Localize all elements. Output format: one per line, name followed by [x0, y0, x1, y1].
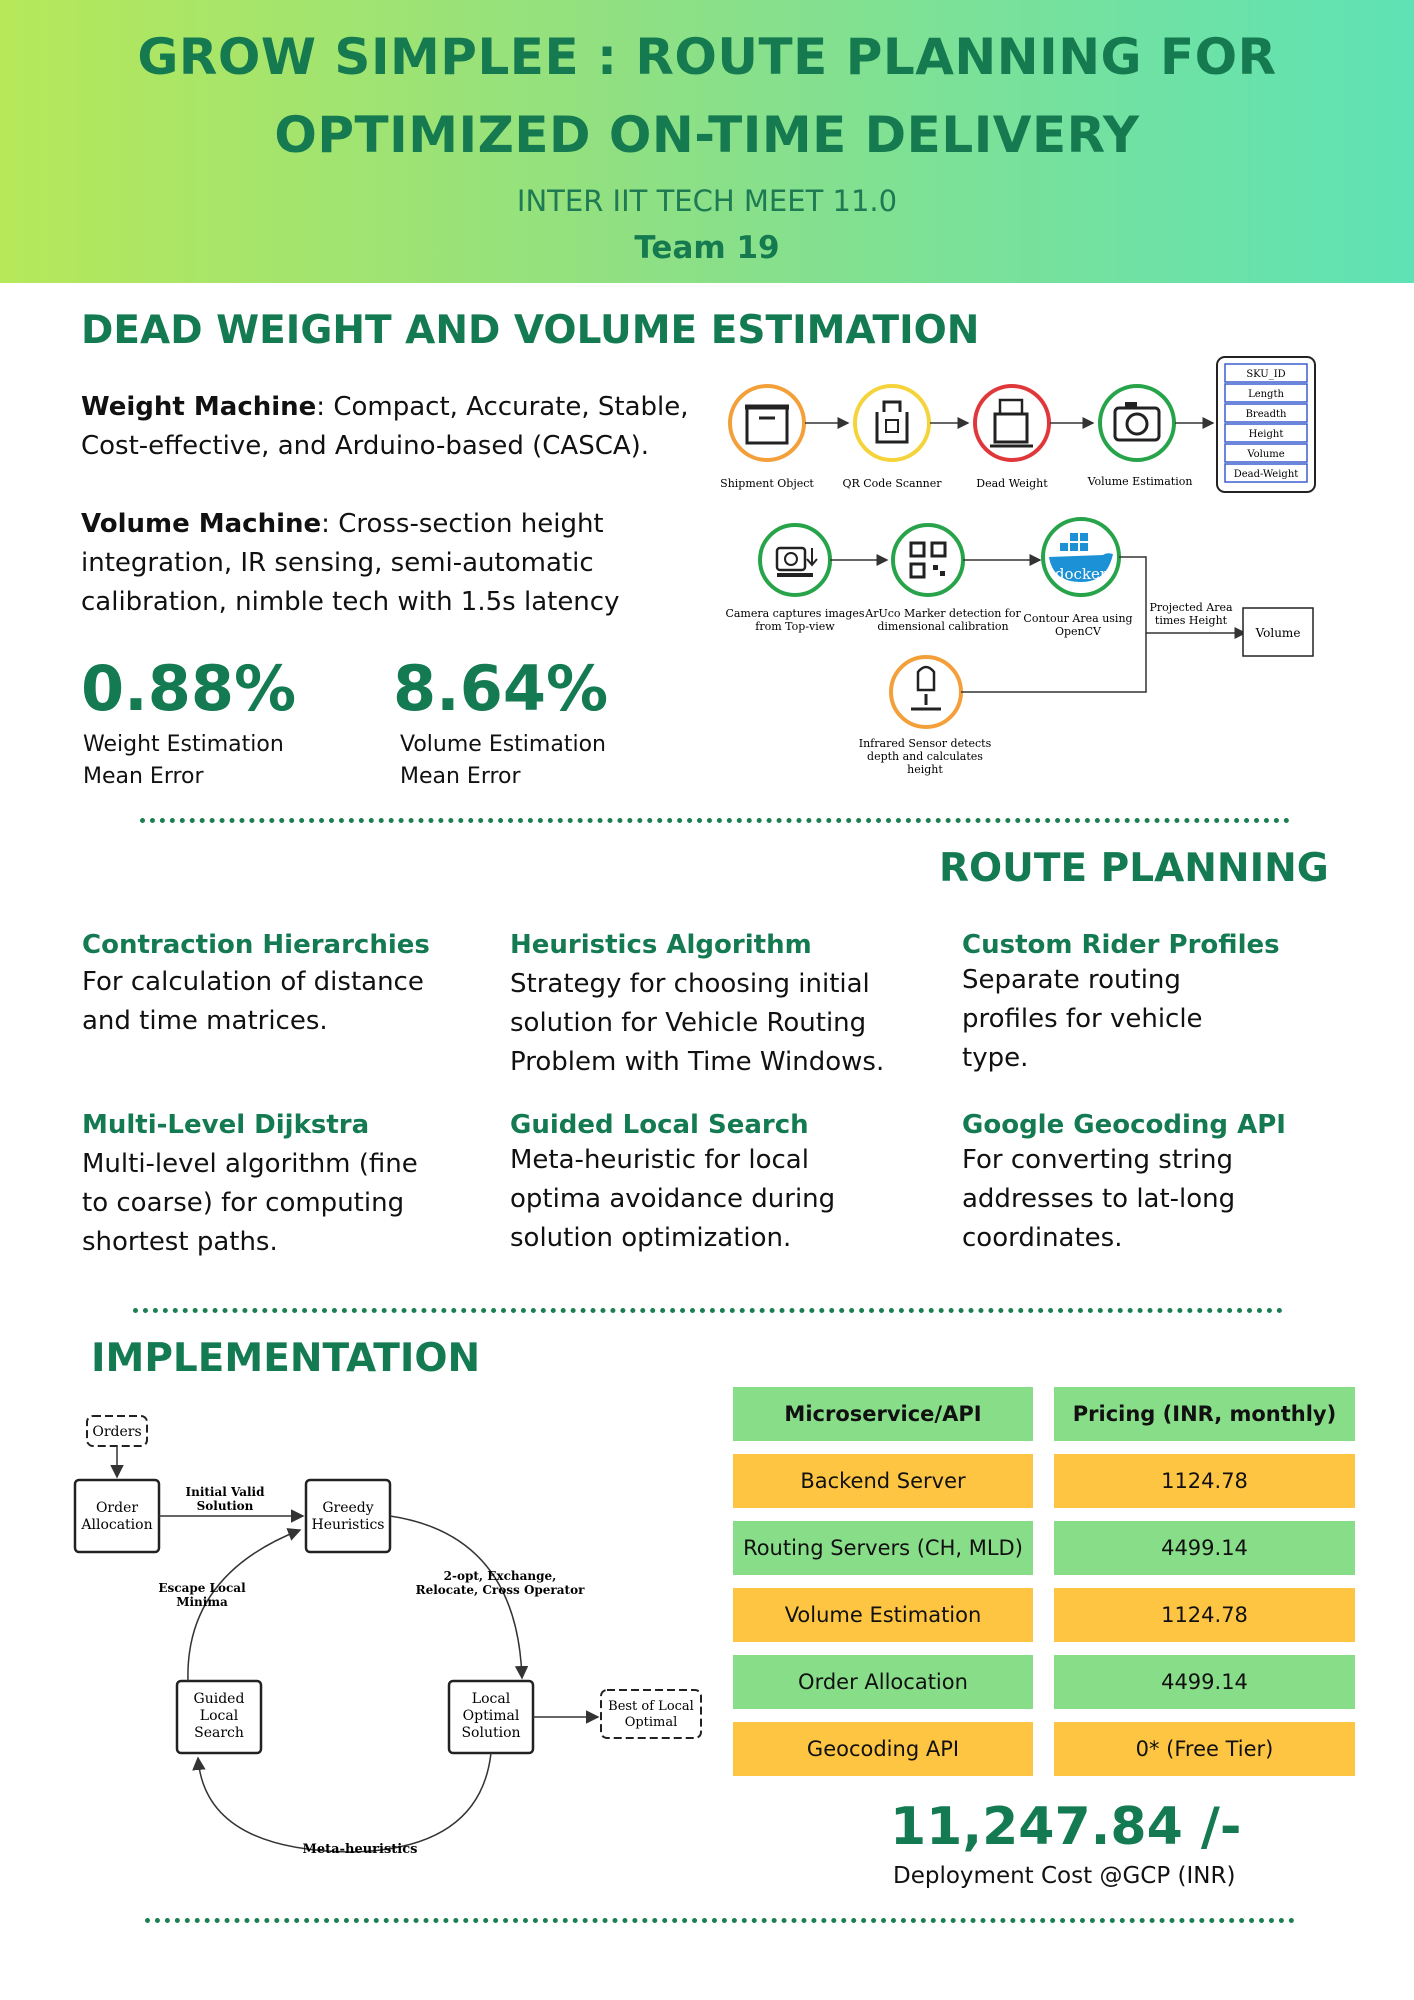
- operators-label: 2-opt, Exchange,: [444, 1569, 557, 1583]
- volume-error-label: Volume Estimation Mean Error: [400, 732, 606, 789]
- docker-text: docker: [1055, 565, 1108, 583]
- ir-caption-1: Infrared Sensor detects: [859, 737, 992, 750]
- poster-title-line1: GROW SIMPLEE : ROUTE PLANNING FOR: [137, 28, 1277, 86]
- initial-solution-label: Initial Valid: [185, 1485, 265, 1499]
- svg-text:Solution: Solution: [461, 1725, 520, 1741]
- infrared-sensor-icon: [889, 655, 963, 729]
- svg-text:Greedy: Greedy: [322, 1500, 373, 1516]
- order-allocation-node: [73, 1478, 161, 1554]
- header-banner: [0, 0, 1414, 283]
- feature-guided-local-search: Guided Local Search Meta-heuristic for l…: [510, 1110, 836, 1253]
- ir-caption-3: height: [907, 763, 943, 776]
- weighing-machine-icon: [973, 384, 1051, 462]
- contour-caption-1: Contour Area using: [1023, 612, 1132, 625]
- sku-fields: SKU_ID Length Breadth Height Volume Dead…: [1224, 363, 1308, 483]
- field-height: Height: [1249, 429, 1284, 440]
- table-cell-service: Backend Server: [733, 1454, 1033, 1508]
- section-title-dead-weight: DEAD WEIGHT AND VOLUME ESTIMATION: [81, 308, 980, 353]
- field-breadth: Breadth: [1246, 409, 1287, 420]
- qr-scanner-icon: [853, 384, 931, 462]
- pricing-table: Microservice/API Pricing (INR, monthly) …: [733, 1387, 1355, 1779]
- orders-label: Orders: [92, 1424, 141, 1440]
- qr-code-icon: [891, 523, 965, 597]
- divider-1: [140, 818, 1290, 823]
- escape-minima-label: Escape Local: [158, 1581, 246, 1595]
- table-header-pricing: Pricing (INR, monthly): [1054, 1387, 1355, 1441]
- svg-text:Order: Order: [96, 1500, 138, 1516]
- camera-caption-2: from Top-view: [755, 620, 835, 633]
- meta-heuristics-label: Meta-heuristics: [303, 1842, 418, 1857]
- feature-heuristics-algorithm: Heuristics Algorithm Strategy for choosi…: [510, 930, 885, 1077]
- svg-text:Relocate, Cross Operator: Relocate, Cross Operator: [416, 1583, 585, 1597]
- volume-machine-text: Volume Machine: Cross-section height int…: [81, 509, 620, 617]
- projected-caption-2: times Height: [1155, 614, 1228, 627]
- deployment-cost-value: 11,247.84 /-: [890, 1797, 1242, 1857]
- feature-google-geocoding-api: Google Geocoding API For converting stri…: [962, 1110, 1286, 1253]
- deployment-cost-label: Deployment Cost @GCP (INR): [893, 1863, 1236, 1889]
- aruco-caption-1: ArUco Marker detection for: [864, 607, 1021, 620]
- field-length: Length: [1248, 389, 1284, 400]
- camera-download-icon: [758, 523, 832, 597]
- contour-caption-2: OpenCV: [1055, 625, 1102, 638]
- qr-scanner-label: QR Code Scanner: [842, 477, 942, 490]
- projected-caption-1: Projected Area: [1149, 601, 1233, 614]
- svg-text:Local: Local: [472, 1691, 511, 1707]
- poster-title-line2: OPTIMIZED ON-TIME DELIVERY: [274, 106, 1140, 164]
- shipment-object-label: Shipment Object: [720, 477, 814, 490]
- volume-pipeline-diagram: Shipment Object QR Code Scanner Dead Wei…: [720, 356, 1316, 776]
- best-local-optimal-node: [600, 1689, 702, 1739]
- weight-machine-label: Weight Machine: [81, 392, 317, 422]
- weight-machine-text: Weight Machine: Compact, Accurate, Stabl…: [81, 392, 689, 461]
- volume-output-label: Volume: [1255, 626, 1301, 640]
- table-cell-service: Order Allocation: [733, 1655, 1033, 1709]
- table-cell-service: Routing Servers (CH, MLD): [733, 1521, 1033, 1575]
- divider-2: [133, 1308, 1283, 1313]
- table-cell-price: 1124.78: [1054, 1588, 1355, 1642]
- table-cell-service: Volume Estimation: [733, 1588, 1033, 1642]
- svg-text:Optimal: Optimal: [625, 1715, 678, 1730]
- svg-text:Solution: Solution: [197, 1499, 254, 1513]
- table-cell-service: Geocoding API: [733, 1722, 1033, 1776]
- weight-error-stat: 0.88%: [81, 652, 297, 725]
- svg-text:Optimal: Optimal: [463, 1708, 520, 1724]
- volume-machine-label: Volume Machine: [81, 509, 322, 539]
- table-cell-price: 4499.14: [1054, 1521, 1355, 1575]
- svg-text:Local: Local: [200, 1708, 239, 1724]
- svg-text:Heuristics: Heuristics: [312, 1517, 385, 1533]
- section-title-implementation: IMPLEMENTATION: [91, 1336, 481, 1381]
- feature-multi-level-dijkstra: Multi-Level Dijkstra Multi-level algorit…: [82, 1110, 418, 1257]
- table-cell-price: 0* (Free Tier): [1054, 1722, 1355, 1776]
- svg-text:Search: Search: [194, 1725, 244, 1741]
- box-icon: [728, 384, 806, 462]
- camera-icon: [1098, 384, 1176, 462]
- svg-text:Guided: Guided: [194, 1691, 245, 1707]
- ir-caption-2: depth and calculates: [867, 750, 983, 763]
- table-cell-price: 1124.78: [1054, 1454, 1355, 1508]
- team-name: Team 19: [634, 230, 780, 266]
- section-title-route-planning: ROUTE PLANNING: [939, 846, 1329, 891]
- svg-text:Allocation: Allocation: [80, 1517, 152, 1533]
- field-sku-id: SKU_ID: [1246, 369, 1285, 380]
- table-header-service: Microservice/API: [733, 1387, 1033, 1441]
- field-volume: Volume: [1246, 449, 1284, 460]
- divider-3: [145, 1918, 1295, 1923]
- event-name: INTER IIT TECH MEET 11.0: [516, 184, 898, 218]
- volume-estimation-label: Volume Estimation: [1087, 475, 1193, 488]
- field-dead-weight: Dead-Weight: [1234, 469, 1299, 480]
- dead-weight-label: Dead Weight: [976, 477, 1048, 490]
- docker-whale-icon: docker: [1041, 517, 1121, 597]
- guided-local-search-node: [175, 1679, 263, 1755]
- greedy-heuristics-node: [304, 1478, 392, 1554]
- svg-text:Minima: Minima: [176, 1595, 228, 1609]
- feature-custom-rider-profiles: Custom Rider Profiles Separate routing pr…: [962, 930, 1280, 1073]
- aruco-caption-2: dimensional calibration: [877, 620, 1008, 633]
- weight-error-label: Weight Estimation Mean Error: [83, 732, 284, 789]
- table-cell-price: 4499.14: [1054, 1655, 1355, 1709]
- camera-caption-1: Camera captures images: [725, 607, 864, 620]
- implementation-flow-diagram: Orders Order Allocation Initial Valid So…: [73, 1415, 702, 1857]
- volume-output-box: [1242, 607, 1314, 657]
- svg-text:Best of Local: Best of Local: [608, 1699, 694, 1714]
- volume-error-stat: 8.64%: [393, 652, 609, 725]
- feature-contraction-hierarchies: Contraction Hierarchies For calculation …: [82, 930, 430, 1036]
